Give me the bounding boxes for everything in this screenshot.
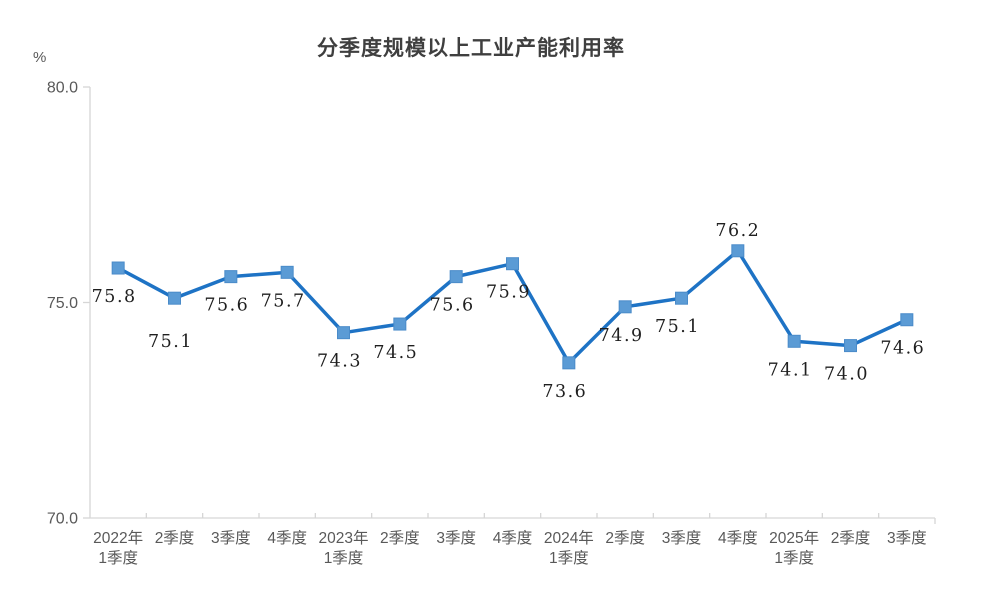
data-point-label: 74.9 — [599, 326, 644, 346]
x-axis-label: 3季度 — [211, 529, 251, 547]
data-point-label: 74.6 — [880, 339, 925, 359]
line-series — [111, 244, 914, 370]
data-point-marker — [393, 317, 407, 331]
x-axis-label: 2季度 — [155, 529, 195, 547]
data-point-marker — [844, 339, 857, 353]
data-point-label: 74.3 — [317, 352, 362, 372]
x-axis-label: 3季度 — [887, 529, 927, 547]
x-axis-label: 3季度 — [662, 529, 702, 547]
y-axis-unit-label: % — [33, 49, 46, 66]
x-axis-label: 2季度 — [605, 529, 645, 547]
data-point-label: 75.7 — [261, 291, 306, 311]
data-point-marker — [618, 300, 632, 314]
axes: 80.0 75.0 70.0 2022年 1季度 2季度 3季度 4季度 2023年 1季度 2季度… — [47, 80, 936, 567]
data-point-marker — [449, 270, 463, 284]
data-point-label: 75.6 — [204, 296, 249, 316]
data-point-marker — [506, 257, 519, 271]
x-axis-label: 2季度 — [380, 529, 420, 547]
data-point-marker — [562, 356, 576, 370]
x-axis-label: 2023年 1季度 — [319, 529, 369, 567]
x-axis-label: 2022年 1季度 — [93, 529, 143, 567]
x-axis-label: 3季度 — [436, 529, 476, 547]
data-point-label: 75.1 — [148, 332, 193, 352]
data-point-label: 74.5 — [373, 343, 418, 363]
data-point-marker — [168, 291, 181, 305]
data-point-marker — [111, 261, 125, 275]
y-axis-tick-label: 80.0 — [47, 80, 78, 97]
data-point-marker — [900, 313, 914, 327]
data-point-marker — [787, 334, 801, 348]
data-point-marker — [731, 244, 745, 258]
data-point-label: 73.6 — [542, 382, 587, 402]
x-axis-label: 4季度 — [718, 529, 758, 547]
data-point-label: 74.0 — [824, 365, 869, 385]
data-point-label: 75.1 — [655, 317, 700, 337]
data-point-marker — [337, 326, 350, 340]
x-axis-label: 2季度 — [831, 529, 871, 547]
x-axis-label: 4季度 — [493, 529, 533, 547]
x-axis-label: 2024年 1季度 — [544, 529, 594, 567]
y-axis-tick-label: 70.0 — [47, 511, 78, 528]
chart-title: 分季度规模以上工业产能利用率 — [317, 36, 625, 60]
data-point-label: 76.2 — [715, 221, 760, 241]
data-point-marker — [224, 270, 238, 284]
data-point-label: 75.9 — [486, 283, 531, 303]
x-axis-label: 2025年 1季度 — [769, 529, 819, 567]
x-axis-label: 4季度 — [267, 529, 307, 547]
data-point-marker — [280, 265, 294, 279]
data-point-label: 75.6 — [430, 296, 475, 316]
data-labels: 75.8 75.1 75.6 75.7 74.3 74.5 75.6 75.9 73.6 74.9… — [92, 221, 925, 402]
y-axis-tick-label: 75.0 — [47, 295, 78, 312]
data-point-marker — [675, 291, 688, 305]
data-point-label: 74.1 — [768, 360, 813, 380]
data-point-label: 75.8 — [92, 287, 137, 307]
